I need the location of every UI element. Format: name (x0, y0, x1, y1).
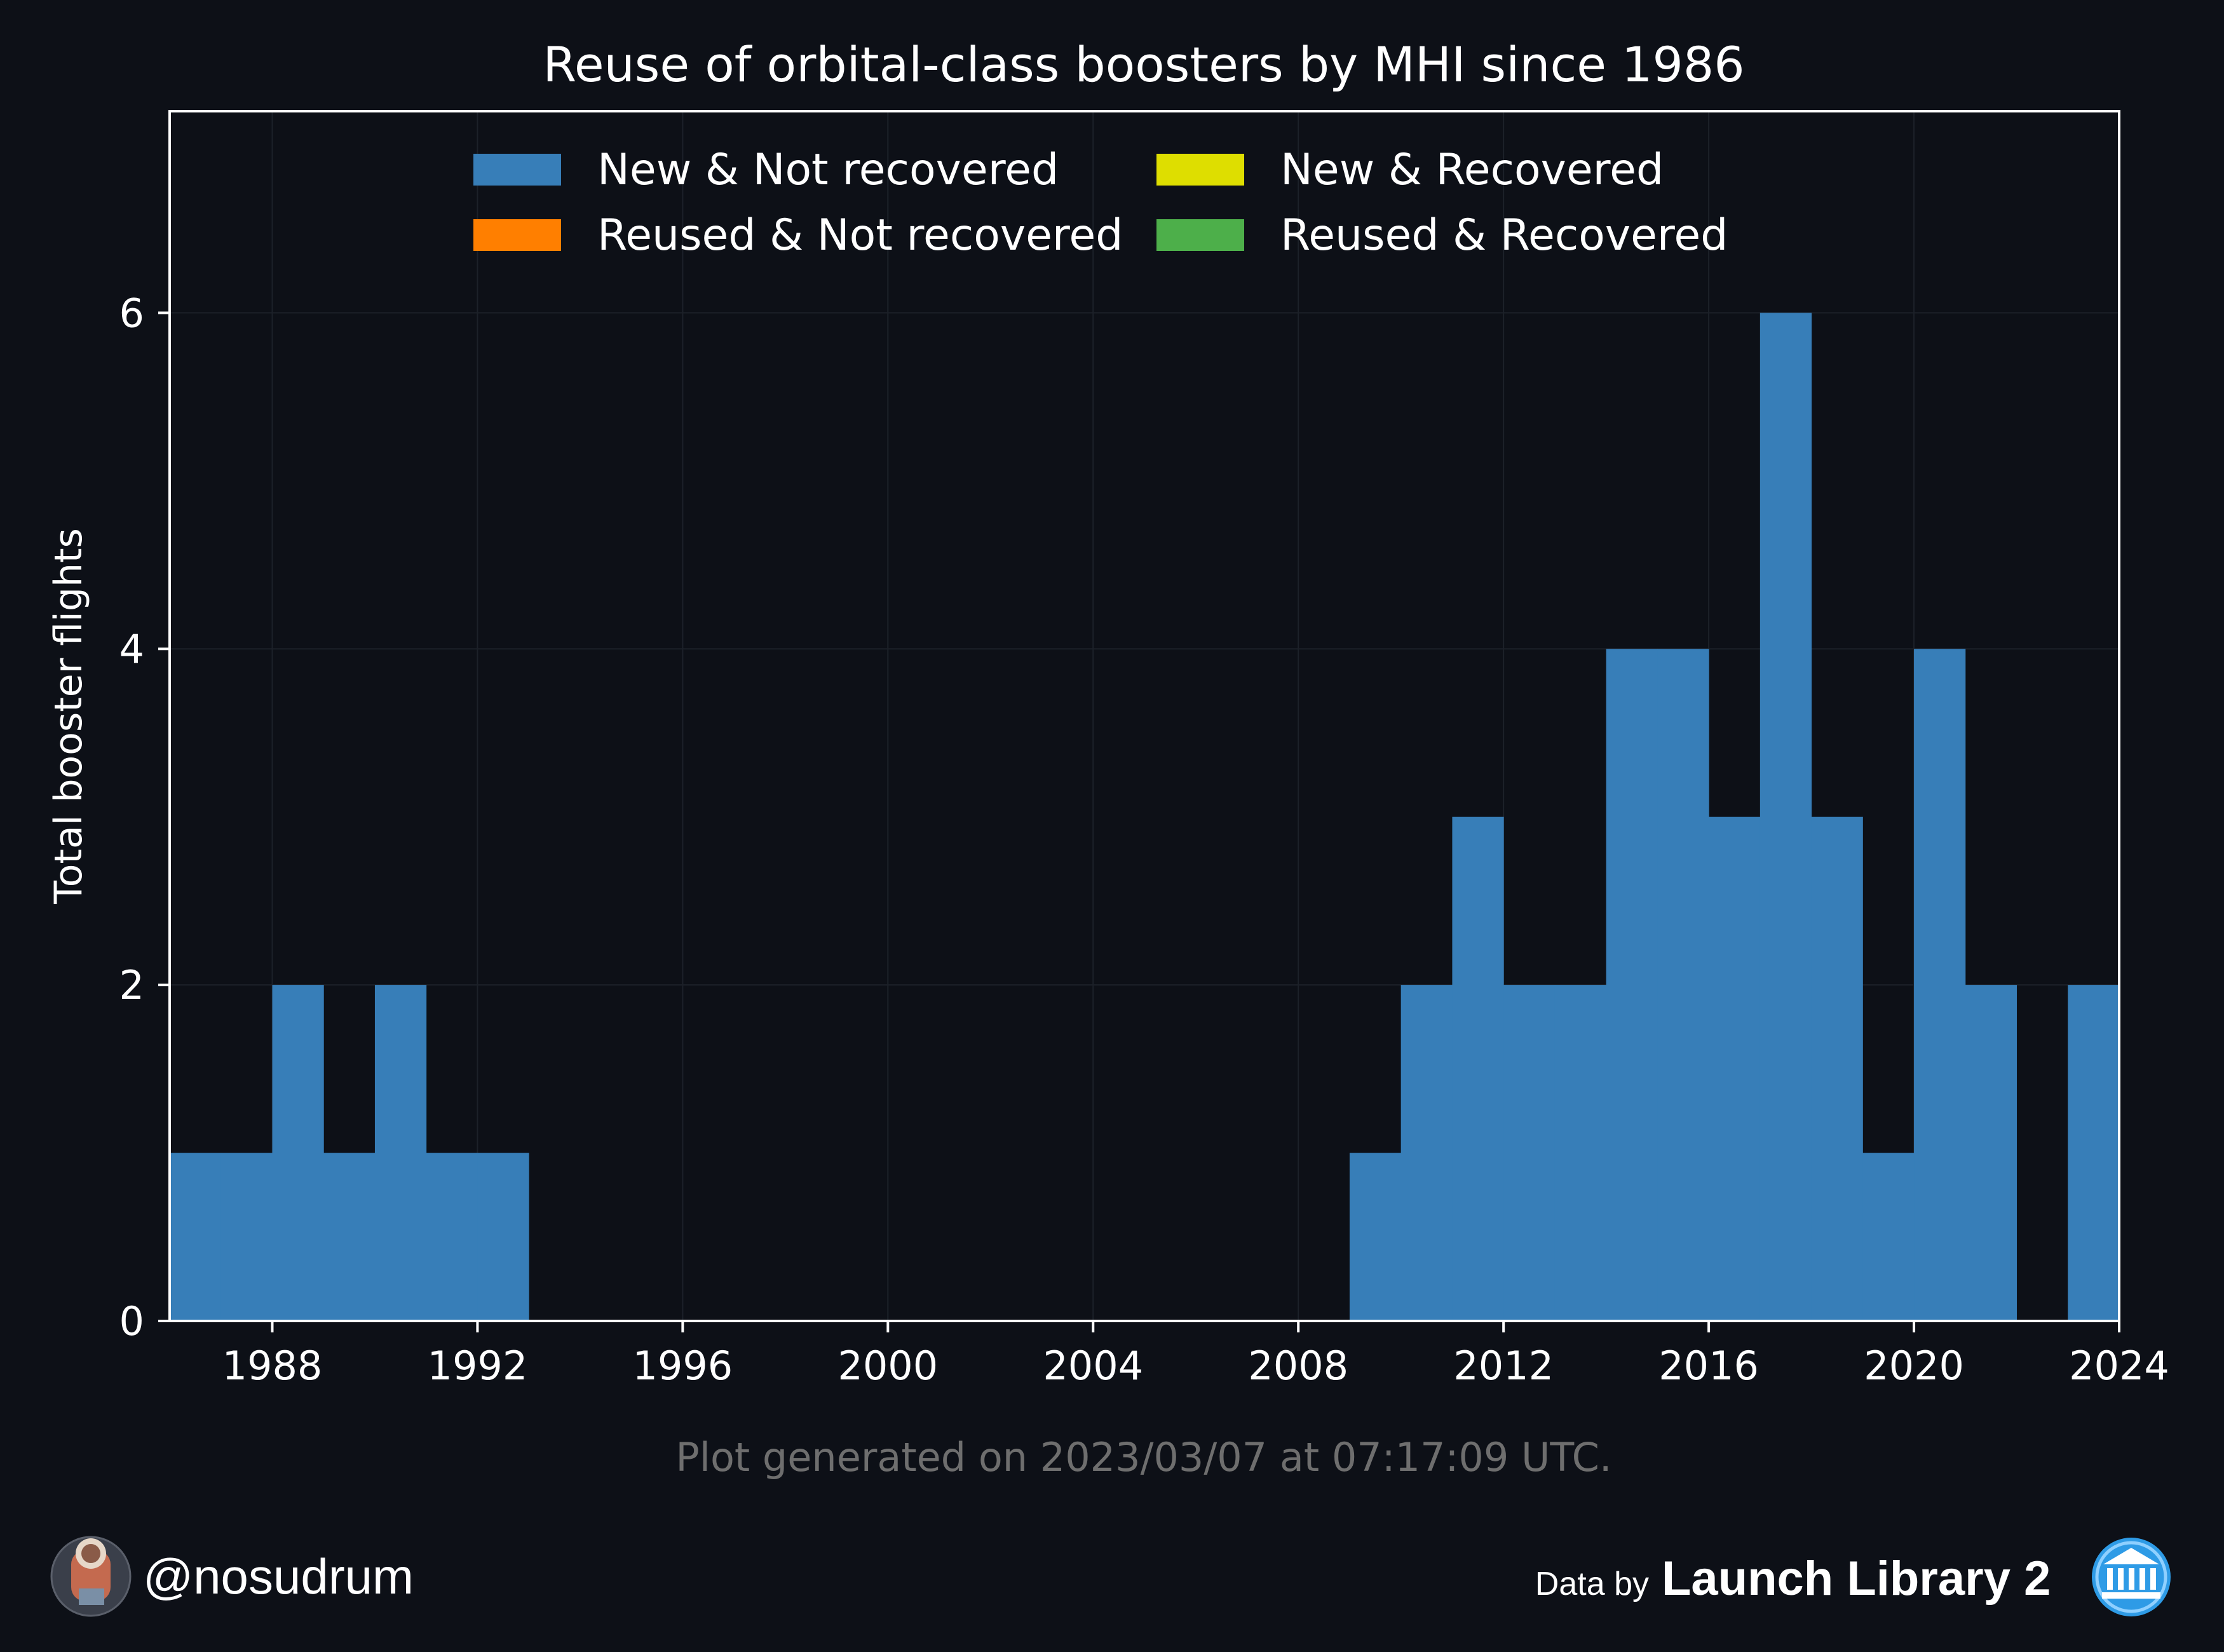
legend-swatch (1156, 219, 1244, 251)
bar-1990-series-0 (374, 985, 427, 1321)
bar-2016-series-0 (1709, 816, 1761, 1321)
x-tick-label: 2008 (1248, 1343, 1348, 1389)
author-handle: @nosudrum (143, 1548, 414, 1604)
bar-2021-series-0 (1965, 985, 2017, 1321)
credit-prefix: Data by (1535, 1566, 1649, 1602)
bar-2012-series-0 (1503, 985, 1556, 1321)
x-tick-label: 2016 (1658, 1343, 1759, 1389)
legend-label: Reused & Recovered (1280, 210, 1728, 261)
y-tick-label: 6 (119, 290, 144, 336)
plot-frame (168, 110, 2120, 1322)
bar-2017-series-0 (1760, 313, 1812, 1321)
x-tick-label: 2020 (1864, 1343, 1964, 1389)
x-axis-ticks: 1988 1992 1996 2000 2004 2008 2012 2016 2020 2024 (222, 1321, 2169, 1389)
bar-1987-series-0 (220, 1153, 273, 1321)
x-tick-label: 1996 (632, 1343, 733, 1389)
y-axis-ticks: 0 2 4 6 (119, 290, 170, 1344)
bar-2011-series-0 (1452, 816, 1504, 1321)
bar-1986-series-0 (170, 1153, 222, 1321)
bar-1991-series-0 (426, 1153, 478, 1321)
bar-2019-series-0 (1862, 1153, 1915, 1321)
bar-1992-series-0 (477, 1153, 529, 1321)
histogram-bars (170, 313, 2120, 1322)
x-tick-label: 1988 (222, 1343, 323, 1389)
x-tick-label: 2024 (2069, 1343, 2169, 1389)
astronaut-avatar-icon (50, 1536, 132, 1617)
y-tick-label: 2 (119, 962, 144, 1008)
bar-2023-series-0 (2068, 985, 2120, 1321)
bar-1988-series-0 (272, 985, 324, 1321)
bar-2020-series-0 (1914, 649, 1966, 1322)
legend-label: New & Not recovered (597, 145, 1059, 195)
legend-label: New & Recovered (1280, 145, 1664, 195)
launch-library-logo-icon (2092, 1538, 2171, 1616)
bar-1989-series-0 (323, 1153, 376, 1321)
x-tick-label: 2004 (1043, 1343, 1143, 1389)
generated-timestamp-note: Plot generated on 2023/03/07 at 07:17:09… (675, 1434, 1611, 1480)
chart-title: Reuse of orbital-class boosters by MHI s… (543, 36, 1744, 93)
credit-name: Launch Library 2 (1662, 1552, 2051, 1606)
y-tick-label: 0 (119, 1298, 144, 1344)
bar-2013-series-0 (1554, 985, 1607, 1321)
bar-2010-series-0 (1400, 985, 1453, 1321)
x-tick-label: 2000 (837, 1343, 938, 1389)
bar-2018-series-0 (1811, 816, 1863, 1321)
legend-swatch (473, 154, 561, 186)
y-axis-label: Total booster flights (46, 528, 91, 905)
y-tick-label: 4 (119, 626, 144, 672)
legend-swatch (1156, 154, 1244, 186)
legend-label: Reused & Not recovered (597, 210, 1123, 261)
x-tick-label: 1992 (428, 1343, 528, 1389)
bar-2014-series-0 (1606, 649, 1658, 1322)
legend-swatch (473, 219, 561, 251)
x-tick-label: 2012 (1453, 1343, 1554, 1389)
legend: New & Not recovered Reused & Not recovere… (473, 145, 1728, 261)
bar-2009-series-0 (1349, 1153, 1402, 1321)
bar-2015-series-0 (1657, 649, 1709, 1322)
